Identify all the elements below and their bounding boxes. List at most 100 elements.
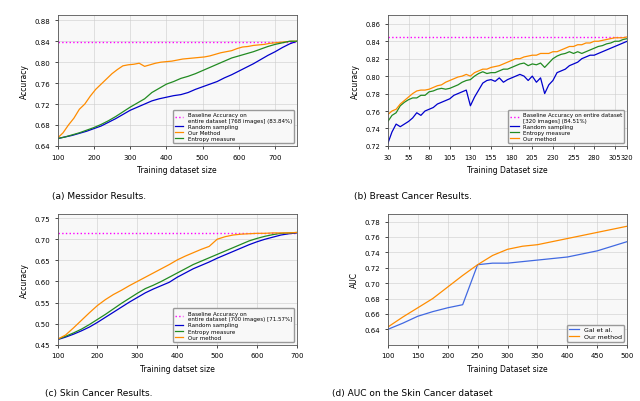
Entropy measure <box>119 110 127 115</box>
Our method <box>384 325 392 330</box>
Our method <box>141 275 149 280</box>
Our method <box>261 231 269 236</box>
Entropy measure <box>384 120 392 125</box>
Our Method <box>260 43 268 48</box>
Random sampling <box>166 280 173 285</box>
Line: Our method: Our method <box>388 227 627 327</box>
Baseline Accuracy on
entire dataset [768 images] (83.84%) <box>17 41 25 45</box>
Random sampling <box>237 246 245 251</box>
Y-axis label: Accuracy: Accuracy <box>351 64 360 99</box>
Legend: Baseline Accuracy on
entire dataset (700 images) [71.57%], Random sampling, Entr: Baseline Accuracy on entire dataset (700… <box>173 309 294 342</box>
Random sampling <box>83 130 90 134</box>
Entropy measure <box>286 40 294 45</box>
Entropy measure <box>61 135 68 140</box>
Text: (b) Breast Cancer Results.: (b) Breast Cancer Results. <box>354 192 472 200</box>
Entropy measure <box>508 66 515 71</box>
Random sampling <box>221 253 229 257</box>
Line: Gal et al.: Gal et al. <box>388 242 627 330</box>
Our Method <box>97 83 105 87</box>
Random sampling <box>104 121 112 126</box>
Our method <box>446 79 454 84</box>
Our method <box>593 231 601 235</box>
Entropy measure <box>293 231 301 235</box>
Entropy measure <box>148 91 156 96</box>
Line: Our Method: Our Method <box>58 42 297 139</box>
Gal et al. <box>504 261 511 266</box>
Our method <box>579 233 586 238</box>
Our Method <box>146 63 154 68</box>
Our Method <box>173 59 181 63</box>
Entropy measure <box>392 111 400 116</box>
Entropy measure <box>278 41 286 46</box>
Gal et al. <box>534 258 541 263</box>
Entropy measure <box>170 80 177 85</box>
Random sampling <box>409 116 417 121</box>
Gal et al. <box>429 310 436 314</box>
Gal et al. <box>564 255 572 260</box>
Entropy measure <box>97 123 105 128</box>
Entropy measure <box>125 296 133 301</box>
Entropy measure <box>134 101 141 106</box>
X-axis label: Training Dataset size: Training Dataset size <box>467 166 548 175</box>
Random sampling <box>285 232 292 237</box>
X-axis label: Training dataset size: Training dataset size <box>138 166 217 175</box>
Entropy measure <box>184 75 192 79</box>
Our method <box>285 231 292 236</box>
Entropy measure <box>253 236 261 241</box>
Entropy measure <box>205 256 213 261</box>
Baseline Accuracy on entire dataset
[320 images] (84.51%) <box>359 35 367 40</box>
Text: (d) AUC on the Skin Cancer dataset: (d) AUC on the Skin Cancer dataset <box>333 388 493 397</box>
Our method <box>157 267 165 271</box>
Entropy measure <box>112 115 120 120</box>
Our method <box>384 113 392 117</box>
Random sampling <box>170 94 177 99</box>
Our Method <box>293 40 301 45</box>
Random sampling <box>278 46 286 51</box>
Our method <box>409 92 417 97</box>
Our Method <box>255 43 262 48</box>
Our method <box>609 227 616 232</box>
Entropy measure <box>77 327 85 332</box>
Random sampling <box>271 50 279 55</box>
Entropy measure <box>446 87 454 91</box>
Entropy measure <box>229 246 237 251</box>
Random sampling <box>293 231 301 236</box>
Entropy measure <box>199 69 207 74</box>
Our Method <box>211 53 219 58</box>
Our Method <box>228 49 236 54</box>
Gal et al. <box>548 257 556 261</box>
Our Method <box>233 47 241 52</box>
Our method <box>150 271 157 276</box>
Our method <box>474 263 481 267</box>
Random sampling <box>189 267 197 271</box>
Our method <box>61 333 69 338</box>
Our method <box>429 296 436 301</box>
Line: Random sampling: Random sampling <box>58 233 297 340</box>
Line: Our method: Our method <box>58 233 297 339</box>
Random sampling <box>54 337 61 342</box>
Random sampling <box>264 54 272 59</box>
Random sampling <box>61 335 69 340</box>
Our Method <box>130 63 138 67</box>
Entropy measure <box>102 312 109 317</box>
Our method <box>269 231 277 236</box>
Entropy measure <box>118 301 125 306</box>
Our method <box>508 59 515 64</box>
Entropy measure <box>109 307 117 312</box>
Random sampling <box>177 93 185 98</box>
Random sampling <box>184 91 192 96</box>
Our method <box>293 231 301 235</box>
Random sampling <box>54 137 61 142</box>
Our method <box>109 292 117 297</box>
Random sampling <box>68 134 76 138</box>
Random sampling <box>269 235 277 240</box>
Random sampling <box>206 83 214 87</box>
Our method <box>205 244 213 249</box>
Random sampling <box>384 142 392 146</box>
Random sampling <box>119 113 127 117</box>
Entropy measure <box>141 286 149 291</box>
Our Method <box>271 41 279 46</box>
Entropy measure <box>83 128 90 133</box>
Our Method <box>124 63 132 68</box>
Our method <box>134 279 141 284</box>
